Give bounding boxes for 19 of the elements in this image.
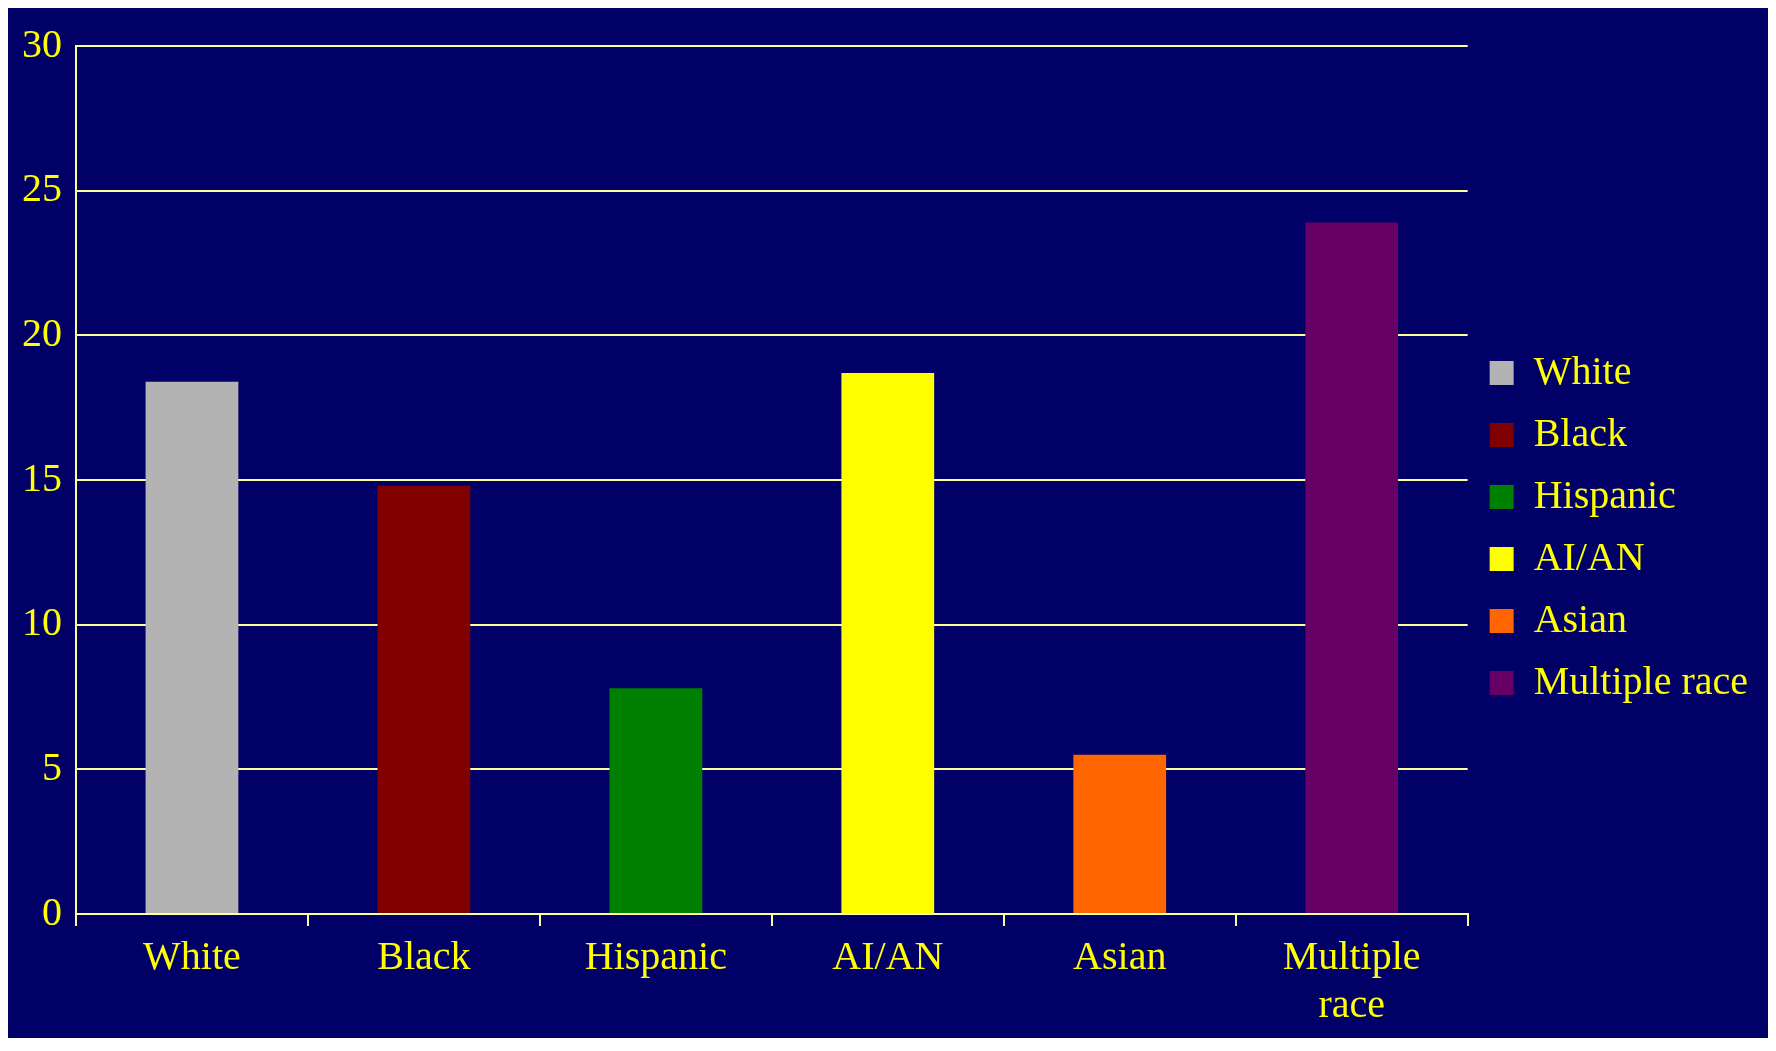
legend-label: Multiple race: [1533, 657, 1748, 703]
legend-label: Black: [1533, 409, 1627, 455]
x-tick-label: Black: [377, 932, 471, 978]
x-tick-label: AI/AN: [832, 932, 944, 978]
y-tick-label: 20: [22, 309, 62, 355]
x-tick-label: Multiple race: [1282, 932, 1421, 1026]
legend-label: Hispanic: [1533, 471, 1676, 517]
y-tick-label: 0: [42, 888, 62, 934]
legend-label: White: [1533, 347, 1632, 393]
legend-label: Asian: [1533, 595, 1627, 641]
x-tick-label: Asian: [1073, 932, 1167, 978]
legend-label: AI/AN: [1533, 533, 1645, 579]
y-tick-label: 10: [22, 599, 62, 645]
y-tick-label: 30: [22, 20, 62, 66]
y-tick-label: 5: [42, 743, 62, 789]
y-tick-label: 15: [22, 454, 62, 500]
y-tick-label: 25: [22, 165, 62, 211]
x-tick-label: Hispanic: [584, 932, 727, 978]
x-tick-label: White: [143, 932, 241, 978]
